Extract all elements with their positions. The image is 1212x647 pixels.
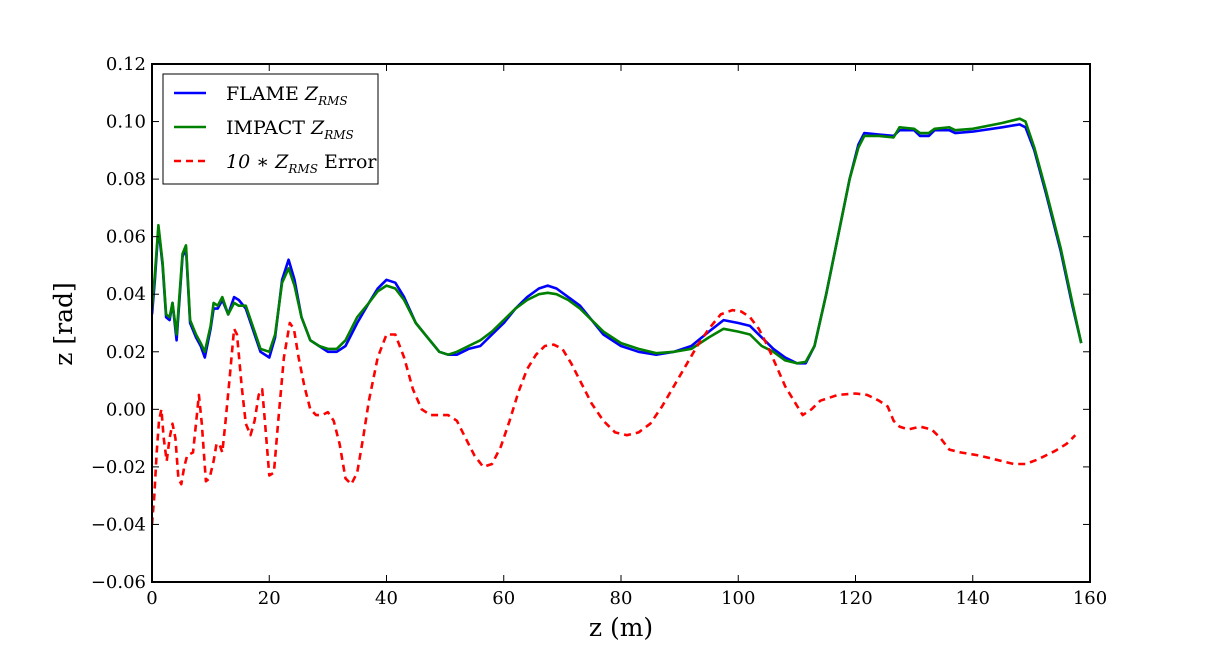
series-line-2: [152, 308, 1077, 525]
series-layer: [152, 117, 1083, 525]
legend-label-0: FLAME ZRMS: [226, 83, 348, 108]
legend-label-2: 10 ∗ ZRMS Error: [226, 151, 377, 176]
y-tick-label: 0.12: [106, 54, 146, 75]
y-tick-label: −0.04: [91, 514, 146, 535]
x-tick-label: 160: [1073, 588, 1107, 609]
x-tick-label: 40: [375, 588, 398, 609]
y-axis-label: z [rad]: [49, 282, 78, 365]
x-tick-label: 60: [492, 588, 515, 609]
x-tick-label: 140: [956, 588, 990, 609]
x-axis-ticks: 0 20 40 60 80 100 120 140 160: [146, 64, 1107, 609]
y-tick-label: 0.02: [106, 342, 146, 363]
x-tick-label: 100: [721, 588, 755, 609]
y-axis-ticks: −0.06 −0.04 −0.02 0.00 0.02 0.04 0.06 0.08 0.10 0…: [91, 54, 1090, 593]
y-tick-label: 0.10: [106, 112, 146, 133]
legend: FLAME ZRMS IMPACT ZRMS 10 ∗ ZRMS Error: [162, 73, 379, 185]
x-tick-label: 80: [610, 588, 633, 609]
x-tick-label: 120: [838, 588, 872, 609]
x-tick-label: 0: [146, 588, 157, 609]
series-line-1: [152, 117, 1083, 365]
y-tick-label: 0.06: [106, 227, 146, 248]
x-tick-label: 20: [258, 588, 281, 609]
legend-label-1: IMPACT ZRMS: [226, 117, 354, 142]
y-tick-label: 0.08: [106, 169, 146, 190]
y-tick-label: −0.06: [91, 572, 146, 593]
y-tick-label: 0.04: [106, 284, 146, 305]
y-tick-label: 0.00: [106, 399, 146, 420]
y-tick-label: −0.02: [91, 457, 146, 478]
x-axis-label: z (m): [589, 613, 653, 642]
